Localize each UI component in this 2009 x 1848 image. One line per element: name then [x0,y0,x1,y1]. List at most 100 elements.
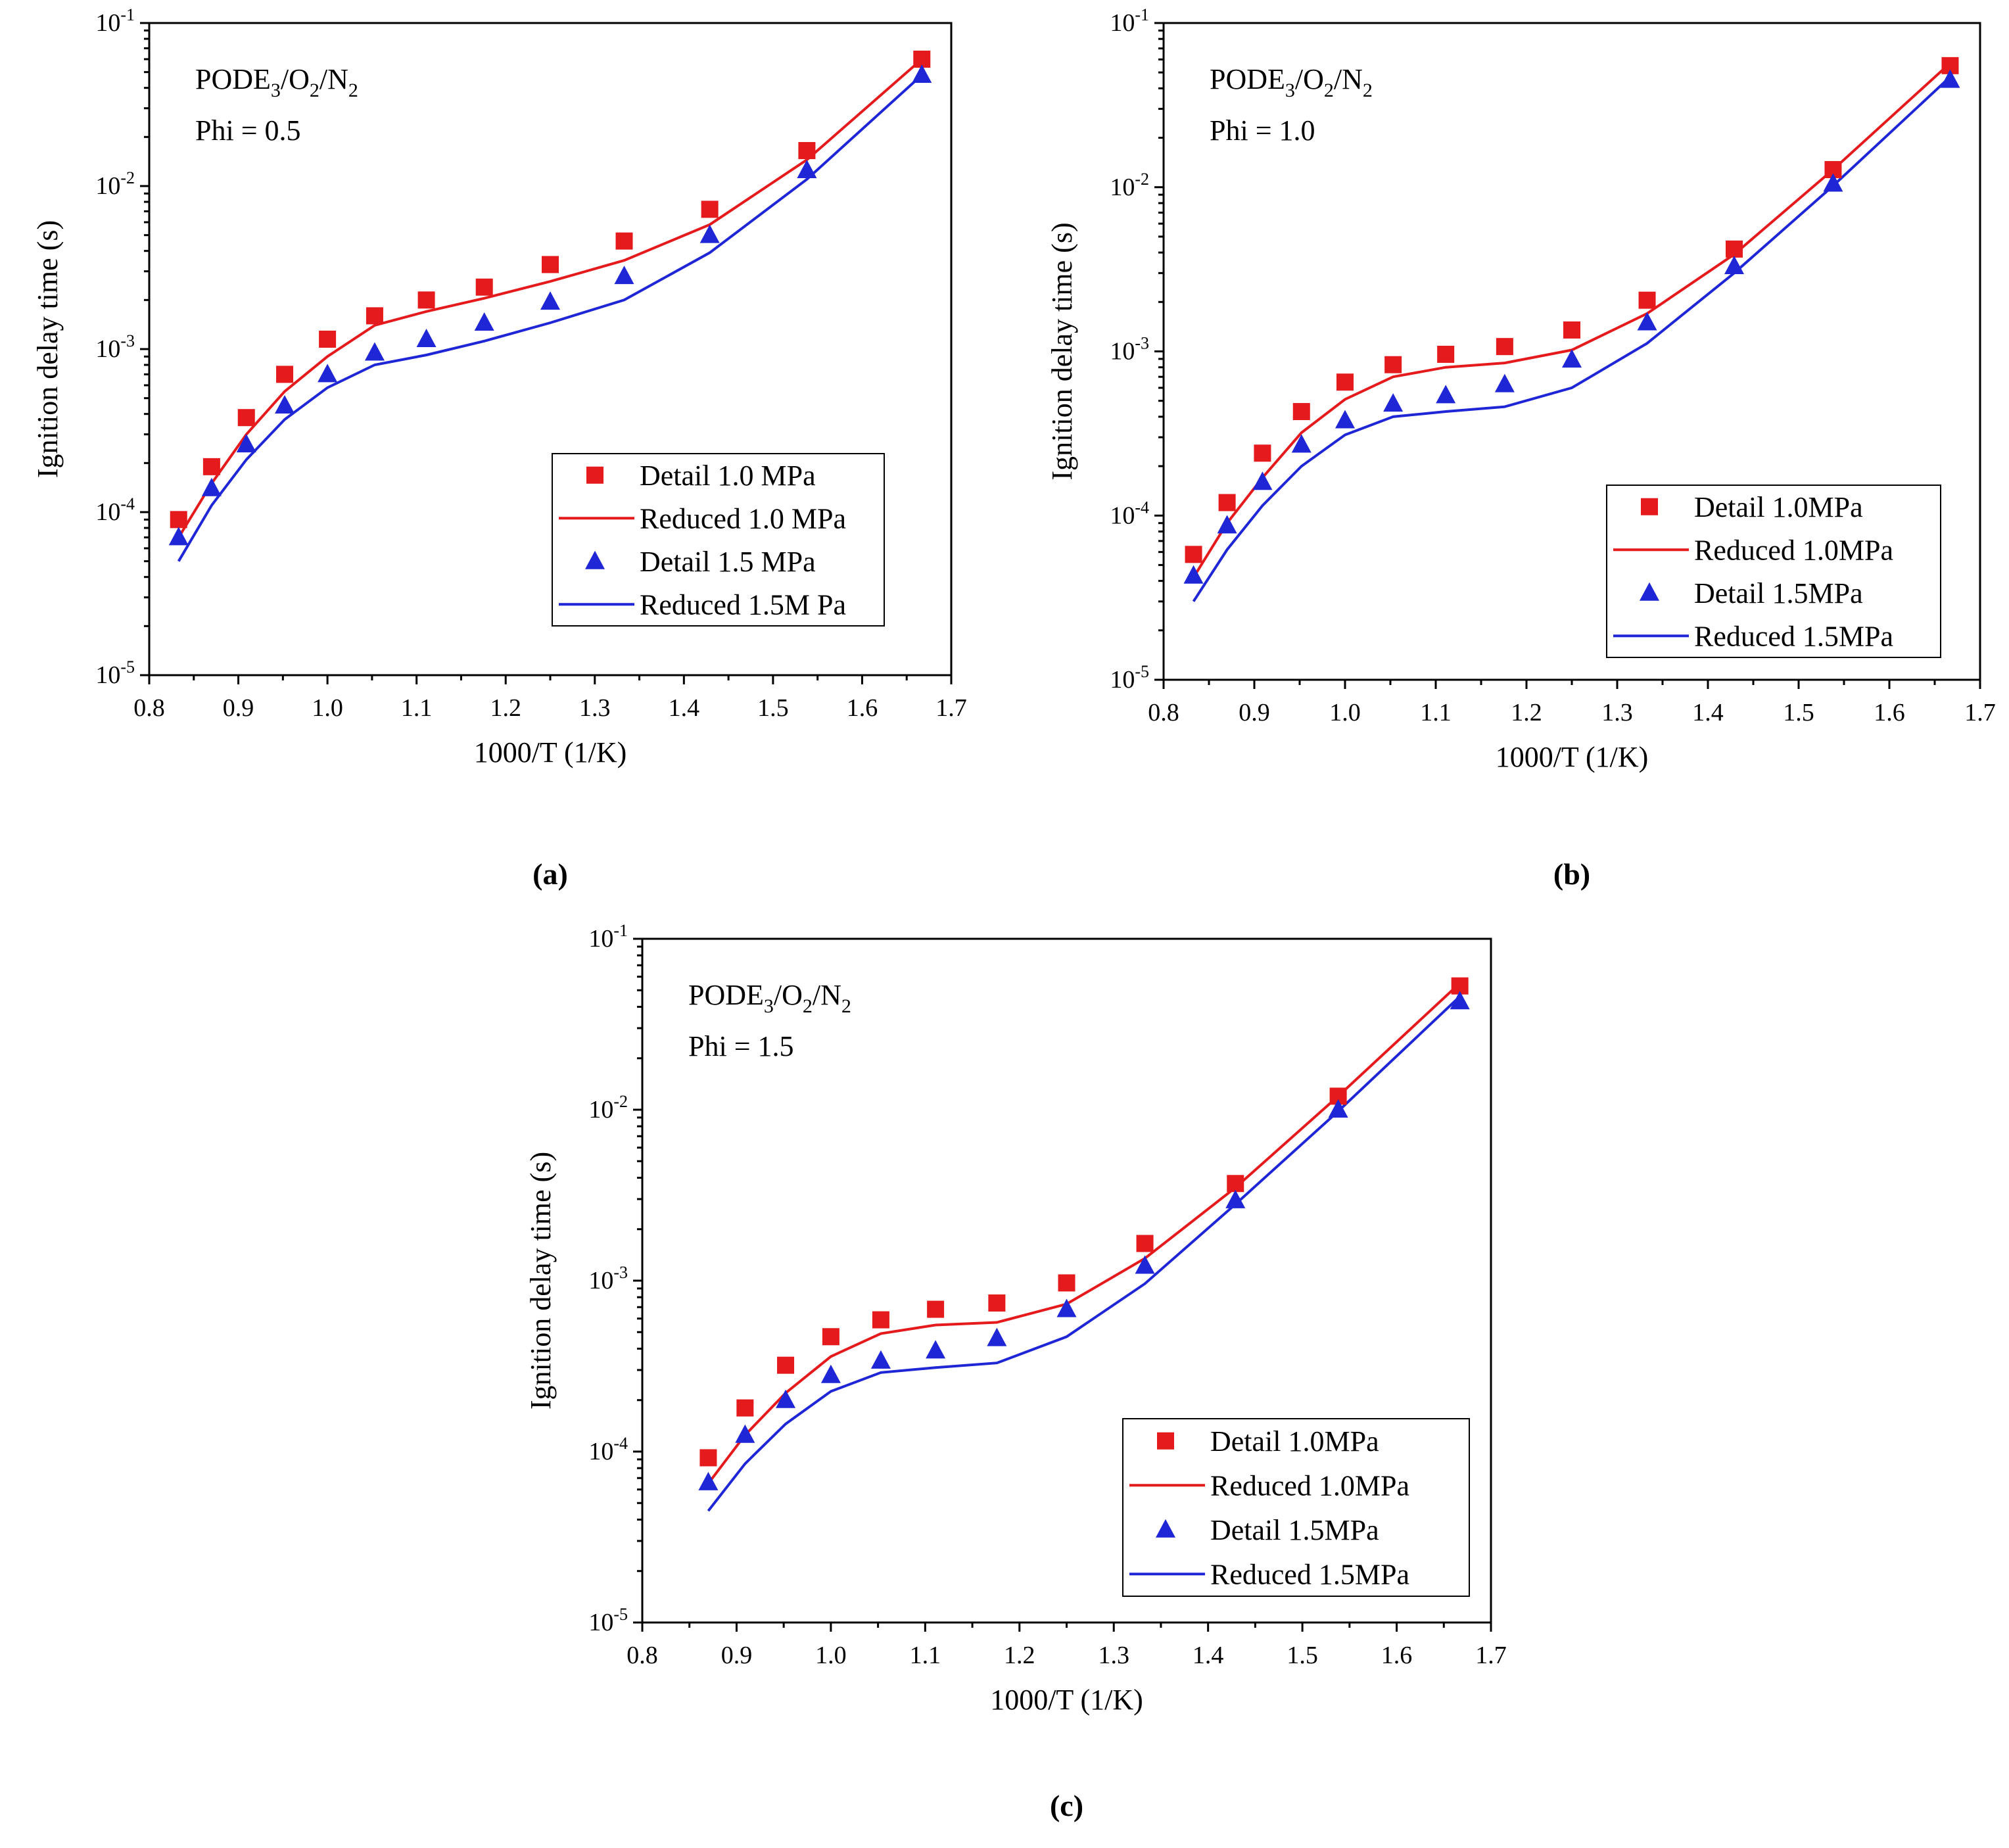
legend-label: Reduced 1.5MPa [1210,1558,1409,1590]
x-tick-label: 1.2 [490,694,521,722]
chart-panel-a: 0.8 0.9 1.0 1.1 1.2 1.3 1.4 1.5 1.6 1.7 10-5 10-4 10… [32,5,967,891]
data-point-triangle [797,159,817,178]
data-point-square [615,232,633,250]
legend: Detail 1.0MPa Reduced 1.0MPa Detail 1.5MPa… [1122,1418,1470,1597]
phi-annotation: Phi = 1.0 [1210,114,1315,147]
data-point-square [1058,1274,1075,1292]
data-point-square [1638,291,1656,309]
data-point-triangle [987,1327,1007,1346]
x-tick-label: 1.3 [1098,1642,1129,1669]
data-point-square [366,307,383,325]
x-tick-label: 0.9 [223,694,254,722]
legend: Detail 1.0MPa Reduced 1.0MPa Detail 1.5MPa… [1606,485,1941,658]
y-tick-label: 10-2 [588,1092,628,1124]
series-markers-detail-1-0-mpa [170,51,931,529]
data-point-triangle [1183,565,1204,584]
x-tick-label: 1.6 [847,694,878,722]
legend: Detail 1.0 MPa Reduced 1.0 MPa Detail 1.5 … [552,453,885,627]
data-point-square [798,142,816,160]
data-point-square [1292,403,1310,421]
data-point-square [1336,373,1354,391]
x-tick-label: 0.8 [626,1642,658,1669]
data-point-triangle [1217,515,1237,534]
x-tick-label: 1.5 [1287,1642,1318,1669]
x-tick-label: 1.2 [1004,1642,1035,1669]
legend-label: Detail 1.5 MPa [640,546,816,578]
data-point-square [475,278,493,296]
y-tick-label: 10-1 [95,5,135,37]
x-tick-label: 1.7 [935,694,967,722]
y-tick-label: 10-5 [588,1605,628,1636]
data-point-triangle [614,266,634,285]
data-point-triangle [820,1364,841,1383]
x-axis-label: 1000/T (1/K) [1496,741,1649,773]
data-point-triangle [1450,991,1470,1010]
legend-box [552,453,885,627]
y-axis-label: Ignition delay time (s) [525,1152,557,1410]
data-point-square [701,201,719,218]
data-point-square [736,1399,754,1417]
chart-panel-b: 0.8 0.9 1.0 1.1 1.2 1.3 1.4 1.5 1.6 1.7 10-5 10-4 10… [1046,5,1996,891]
legend-label: Detail 1.0MPa [1210,1425,1379,1457]
data-point-square [988,1294,1006,1312]
x-tick-label: 1.7 [1475,1642,1507,1669]
x-tick-label: 1.3 [579,694,611,722]
x-axis-label: 1000/T (1/K) [990,1684,1143,1716]
data-point-square [1641,498,1658,515]
x-tick-label: 0.9 [721,1642,753,1669]
data-point-square [1218,494,1236,511]
x-tick-label: 1.4 [1692,699,1724,726]
data-point-triangle [1640,582,1659,601]
data-point-square [1157,1432,1174,1450]
panel-label: (a) [532,857,568,891]
data-point-triangle [870,1350,891,1369]
y-tick-label: 10-1 [1110,5,1149,37]
data-point-triangle [1156,1519,1175,1538]
x-tick-label: 0.9 [1239,699,1270,726]
data-point-triangle [1724,256,1745,275]
data-point-triangle [699,224,720,243]
data-point-triangle [1135,1255,1155,1274]
data-point-square [699,1449,717,1467]
x-tick-label: 0.8 [133,694,165,722]
x-tick-label: 1.0 [815,1642,847,1669]
y-axis-label: Ignition delay time (s) [1046,222,1078,480]
data-point-triangle [1637,312,1657,331]
legend-label: Detail 1.0 MPa [640,460,816,492]
x-tick-label: 1.0 [312,694,343,722]
x-tick-label: 1.1 [910,1642,941,1669]
x-tick-label: 1.1 [401,694,433,722]
data-point-square [927,1300,945,1318]
data-point-triangle [1383,393,1404,412]
data-point-triangle [275,395,295,414]
x-tick-label: 1.2 [1511,699,1542,726]
data-point-square [1136,1235,1154,1252]
x-tick-label: 1.6 [1874,699,1905,726]
data-point-square [276,366,294,383]
data-point-triangle [1335,410,1355,429]
data-point-square [822,1328,839,1346]
data-point-square [1726,240,1743,258]
legend-label: Reduced 1.5M Pa [640,588,846,621]
data-point-square [170,511,187,529]
data-point-triangle [1940,69,1960,88]
y-tick-label: 10-2 [1110,170,1149,201]
data-point-triangle [540,291,560,310]
series-markers-detail-1-5mpa [698,991,1470,1490]
panel-label: (c) [1050,1789,1083,1822]
phi-annotation: Phi = 1.5 [688,1030,794,1062]
data-point-triangle [698,1471,719,1490]
legend-label: Detail 1.5MPa [1210,1514,1379,1546]
data-point-triangle [1562,349,1582,368]
y-tick-label: 10-4 [588,1434,628,1465]
data-point-triangle [1823,173,1843,192]
data-point-triangle [474,312,494,331]
data-point-triangle [926,1340,946,1359]
x-tick-label: 0.8 [1148,699,1179,726]
x-axis-label: 1000/T (1/K) [474,736,627,769]
phi-annotation: Phi = 0.5 [195,114,301,147]
data-point-square [1496,338,1513,356]
y-axis-label: Ignition delay time (s) [32,220,64,478]
data-point-square [1437,345,1455,363]
